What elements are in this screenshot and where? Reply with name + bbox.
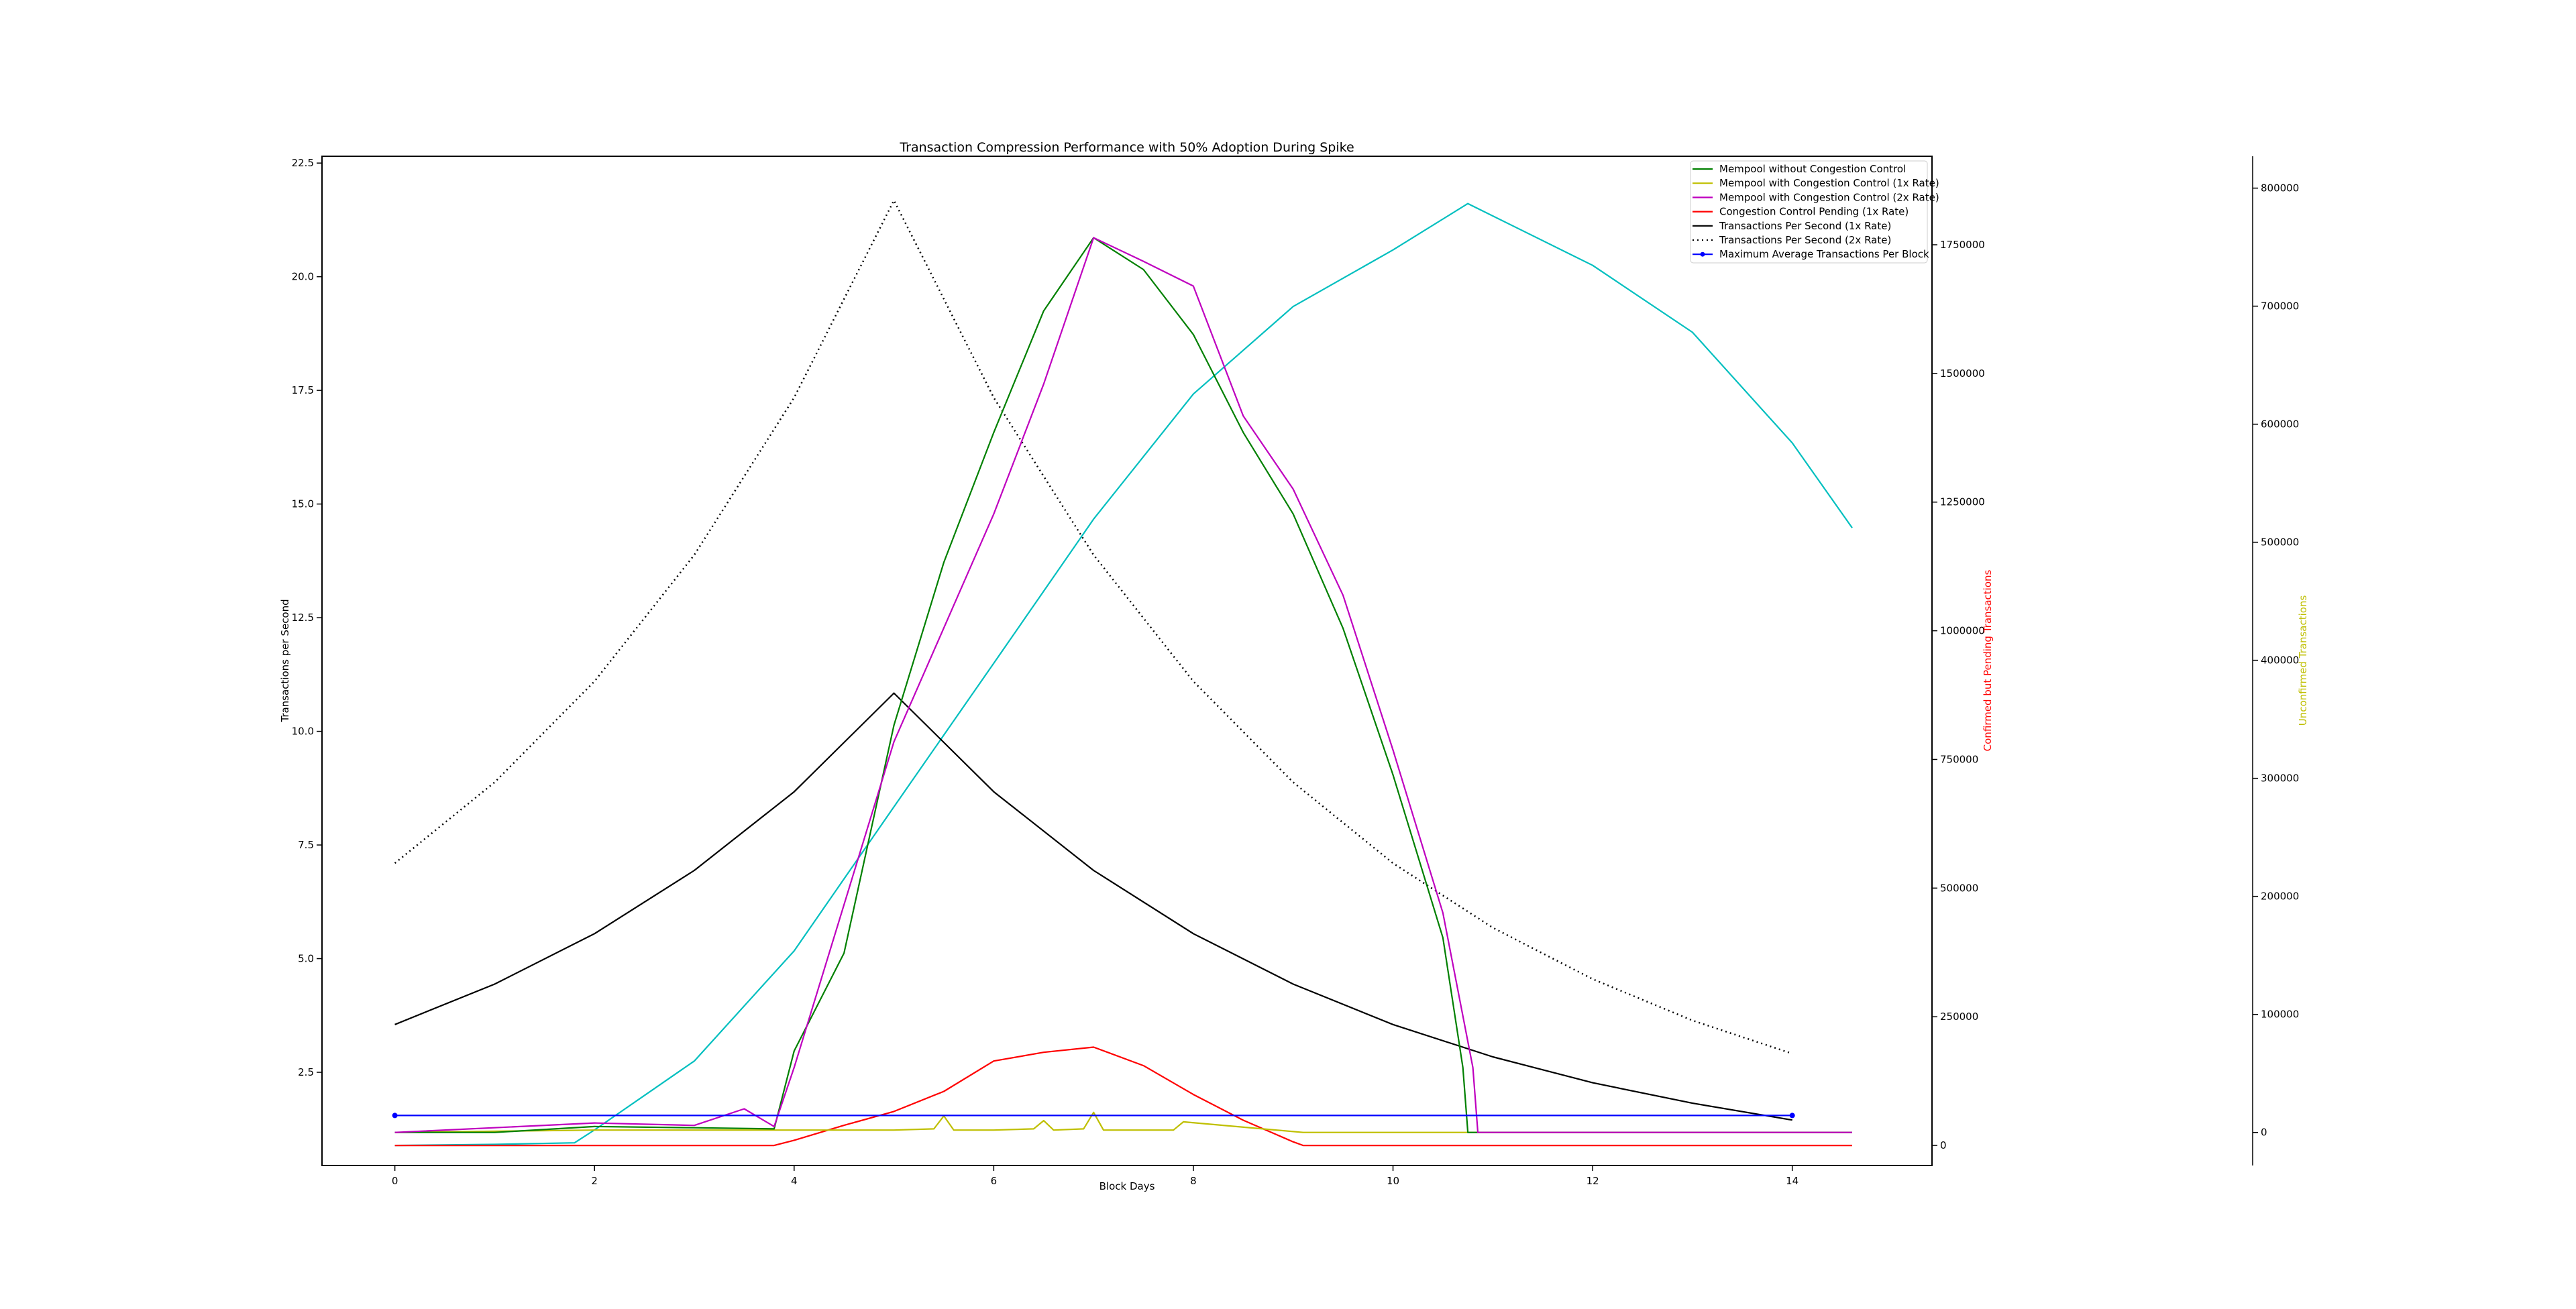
left-tick-label: 2.5 [298,1066,314,1078]
legend-item-label: Maximum Average Transactions Per Block [1719,248,1929,260]
legend-item-label: Transactions Per Second (1x Rate) [1719,220,1891,232]
unconfirmed-tick-label: 800000 [2261,182,2299,194]
left-tick-label: 5.0 [298,953,314,965]
series-line-5 [394,199,1793,1055]
left-tick-label: 20.0 [292,271,314,283]
left-tick-label: 12.5 [292,612,314,624]
pending-axis-label: Confirmed but Pending Transactions [1982,569,1994,751]
pending-tick-label: 1750000 [1940,239,1985,251]
pending-tick-label: 1250000 [1940,496,1985,508]
pending-tick-label: 1000000 [1940,625,1985,637]
legend: Mempool without Congestion Control Mempoo… [1690,160,1939,264]
unconfirmed-tick-label: 300000 [2261,773,2299,785]
left-tick-label: 10.0 [292,726,314,738]
x-axis-label: Block Days [1099,1180,1155,1192]
x-tick-label: 2 [591,1175,598,1187]
left-tick-label: 17.5 [292,384,314,396]
x-tick-label: 8 [1190,1175,1197,1187]
x-tick-label: 14 [1786,1175,1799,1187]
series-marker [392,1113,398,1119]
left-tick-label: 7.5 [298,839,314,851]
unconfirmed-tick-label: 500000 [2261,536,2299,549]
x-tick-label: 0 [392,1175,398,1187]
legend-item-label: Mempool without Congestion Control [1719,163,1906,175]
pending-tick-label: 0 [1940,1139,1947,1151]
pending-tick-label: 750000 [1940,753,1978,765]
series-marker [1789,1113,1795,1119]
x-tick-label: 10 [1387,1175,1399,1187]
unconfirmed-tick-label: 700000 [2261,300,2299,312]
x-tick-label: 4 [791,1175,798,1187]
x-tick-label: 12 [1587,1175,1599,1187]
legend-item-label: Mempool with Congestion Control (2x Rate… [1719,191,1939,203]
series-layer [392,199,1853,1147]
left-tick-label: 15.0 [292,498,314,510]
series-line-2 [394,237,1852,1133]
series-line-0 [394,237,1852,1133]
legend-item-label: Mempool with Congestion Control (1x Rate… [1719,177,1939,189]
series-line-4 [394,692,1792,1121]
left-axis-label: Transactions per Second [279,599,291,722]
unconfirmed-axis-label: Unconfirmed Transactions [2297,595,2309,726]
left-tick-label: 22.5 [292,157,314,169]
axes-layer: 0 2 4 6 8 10 12 14 2.5 5.0 7.5 10.0 12.5 15.0 17.5 20.0… [292,156,2299,1187]
x-tick-label: 6 [991,1175,998,1187]
unconfirmed-tick-label: 600000 [2261,418,2299,431]
unconfirmed-tick-label: 100000 [2261,1009,2299,1021]
series-line-3 [394,1046,1852,1147]
pending-tick-label: 1500000 [1940,367,1985,380]
legend-item-label: Congestion Control Pending (1x Rate) [1719,206,1909,218]
series-line-7 [394,203,1853,1147]
series-line-1 [394,1111,1852,1133]
legend-marker [1700,251,1705,257]
legend-frame [1690,160,1928,264]
pending-tick-label: 500000 [1940,882,1978,894]
plot-frame [321,156,1933,1166]
legend-item-label: Transactions Per Second (2x Rate) [1719,234,1891,246]
pending-tick-label: 250000 [1940,1011,1978,1023]
unconfirmed-tick-label: 200000 [2261,891,2299,903]
unconfirmed-tick-label: 0 [2261,1127,2267,1139]
unconfirmed-tick-label: 400000 [2261,654,2299,667]
chart-title: Transaction Compression Performance with… [899,140,1354,155]
